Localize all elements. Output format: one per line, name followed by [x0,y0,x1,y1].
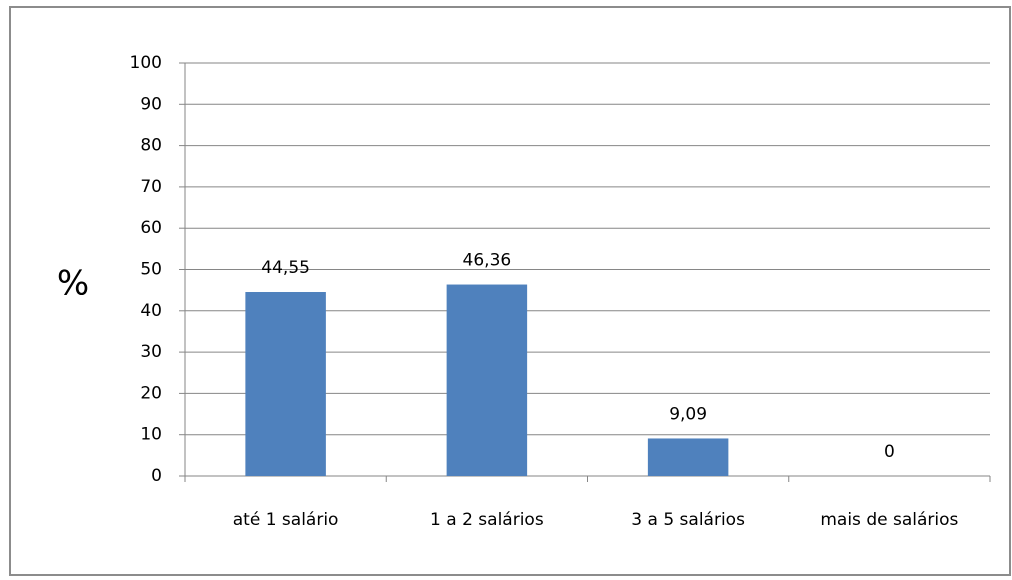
bar [446,284,528,476]
x-tick-label: 1 a 2 salários [430,510,544,530]
value-label: 46,36 [463,251,512,271]
y-tick-label: 10 [140,425,162,445]
value-label: 44,55 [261,258,310,278]
value-label: 9,09 [669,404,707,424]
bar [647,438,729,476]
y-axis-label: % [57,264,89,304]
y-tick-label: 60 [140,218,162,238]
y-tick-label: 80 [140,136,162,156]
y-tick-label: 40 [140,301,162,321]
y-tick-label: 0 [151,466,162,486]
y-tick-label: 20 [140,383,162,403]
bar [245,292,326,476]
y-tick-label: 90 [140,94,162,114]
y-tick-label: 50 [140,260,162,280]
y-tick-label: 70 [140,177,162,197]
y-tick-label: 30 [140,342,162,362]
chart-frame [9,6,1011,576]
y-tick-label: 100 [130,53,162,73]
x-tick-label: mais de salários [820,510,958,530]
x-tick-label: 3 a 5 salários [631,510,745,530]
x-tick-label: até 1 salário [233,510,339,530]
value-label: 0 [884,442,895,462]
